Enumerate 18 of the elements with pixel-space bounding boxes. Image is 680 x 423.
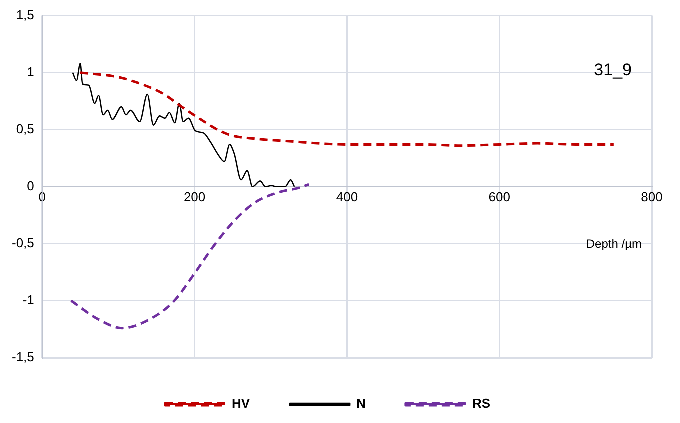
- x-tick-label: 800: [641, 189, 663, 204]
- annotation: 31_9: [594, 60, 632, 80]
- y-tick-label: 1,5: [16, 7, 34, 22]
- x-axis-title: Depth /µm: [586, 237, 642, 252]
- y-tick-label: 0,5: [16, 121, 34, 136]
- legend-label: HV: [232, 396, 250, 412]
- y-tick-label: 0: [27, 178, 34, 194]
- y-tick-label: 1: [27, 64, 34, 80]
- y-tick-label: -1: [22, 292, 34, 308]
- line-series: [72, 63, 296, 188]
- x-tick-label: 600: [488, 189, 510, 204]
- y-tick-label: -1,5: [12, 350, 34, 365]
- y-tick-label: -0,5: [12, 236, 34, 251]
- legend-label: N: [356, 396, 366, 412]
- x-tick-label: 200: [184, 189, 206, 204]
- line-series: [70, 183, 310, 330]
- legend-label: RS: [472, 396, 491, 412]
- x-tick-label: 400: [336, 189, 358, 204]
